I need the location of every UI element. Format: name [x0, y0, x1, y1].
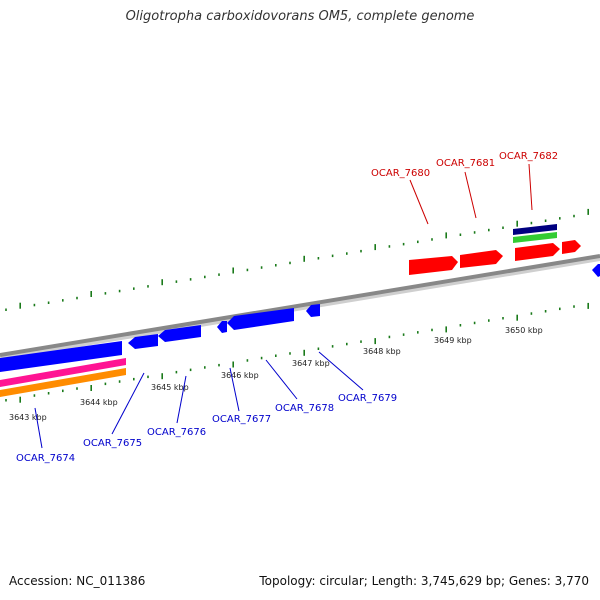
reverse-cds-5[interactable] — [227, 308, 294, 330]
gene-label-ocar-7679[interactable]: OCAR_7679 — [338, 393, 397, 404]
genome-summary-label: Topology: circular; Length: 3,745,629 bp… — [259, 574, 589, 588]
callout-line-ocar-7677 — [229, 367, 240, 412]
feature-bar-navy[interactable] — [513, 224, 557, 235]
gene-label-ocar-7682[interactable]: OCAR_7682 — [499, 151, 558, 162]
reverse-cds-2[interactable] — [128, 334, 158, 349]
scale-label-3645: 3645 kbp — [151, 383, 189, 392]
forward-cds-3[interactable] — [515, 243, 560, 261]
callout-line-ocar-7682 — [528, 163, 533, 211]
gene-label-ocar-7681[interactable]: OCAR_7681 — [436, 158, 495, 169]
forward-cds-1[interactable] — [409, 256, 458, 275]
scale-label-3644: 3644 kbp — [80, 398, 118, 407]
callout-line-ocar-7674 — [34, 407, 43, 449]
feature-bar-magenta[interactable] — [0, 358, 126, 387]
accession-label: Accession: NC_011386 — [9, 574, 146, 588]
gene-label-ocar-7680[interactable]: OCAR_7680 — [371, 168, 430, 179]
callout-line-ocar-7679 — [318, 351, 364, 391]
forward-cds-2[interactable] — [460, 250, 503, 268]
gene-label-ocar-7677[interactable]: OCAR_7677 — [212, 414, 271, 425]
reverse-cds-4[interactable] — [217, 321, 227, 333]
reverse-cds-6[interactable] — [306, 304, 320, 317]
gene-label-ocar-7675[interactable]: OCAR_7675 — [83, 438, 142, 449]
gene-label-ocar-7678[interactable]: OCAR_7678 — [275, 403, 334, 414]
scale-label-3648: 3648 kbp — [363, 347, 401, 356]
genome-backbone — [0, 254, 600, 357]
callout-line-ocar-7675 — [111, 372, 145, 435]
callout-line-ocar-7678 — [265, 359, 298, 400]
scale-label-3647: 3647 kbp — [292, 359, 330, 368]
reverse-cds-7[interactable] — [592, 264, 600, 277]
callout-line-ocar-7676 — [176, 375, 187, 424]
feature-bar-green[interactable] — [513, 232, 557, 243]
scale-label-3650: 3650 kbp — [505, 326, 543, 335]
callout-line-ocar-7680 — [409, 179, 429, 225]
callout-line-ocar-7681 — [464, 171, 477, 219]
scale-label-3643: 3643 kbp — [9, 413, 47, 422]
gene-label-ocar-7676[interactable]: OCAR_7676 — [147, 427, 206, 438]
reverse-cds-3[interactable] — [158, 325, 201, 342]
forward-cds-4[interactable] — [562, 240, 581, 254]
gene-label-ocar-7674[interactable]: OCAR_7674 — [16, 453, 75, 464]
reverse-cds-1[interactable] — [0, 341, 122, 372]
lower-tick-ruler — [5, 302, 590, 403]
genome-title: Oligotropha carboxidovorans OM5, complet… — [125, 9, 475, 24]
scale-label-3649: 3649 kbp — [434, 336, 472, 345]
scale-label-3646: 3646 kbp — [221, 371, 259, 380]
upper-tick-ruler — [5, 208, 590, 311]
feature-bar-orange[interactable] — [0, 368, 126, 397]
